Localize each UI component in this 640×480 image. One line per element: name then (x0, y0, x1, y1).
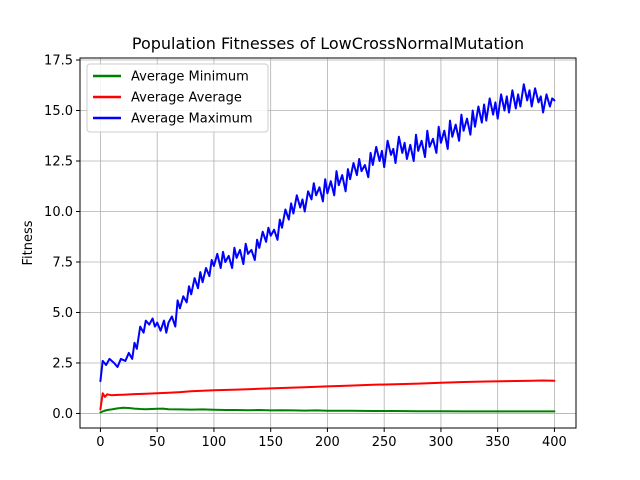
y-tick-label: 0.0 (52, 407, 73, 422)
x-tick-label: 50 (149, 435, 166, 450)
x-tick-label: 0 (96, 435, 104, 450)
legend-box (86, 63, 269, 133)
series-line-average-minimum (99, 406, 556, 414)
legend-label-average-average: Average Average (131, 91, 242, 106)
y-axis-label: Fitness (21, 220, 36, 265)
y-tick-label: 17.5 (44, 54, 73, 69)
x-tick-label: 200 (315, 435, 340, 450)
series-line-average-average (99, 379, 556, 411)
axis-ticks: 0 50 100 150 200 250 300 350 400 0.0 2.5 5.0 7.5 10.0… (44, 54, 567, 450)
legend-label-average-maximum: Average Maximum (131, 112, 253, 127)
x-tick-label: 400 (542, 435, 567, 450)
y-tick-label: 15.0 (44, 104, 73, 119)
y-tick-label: 10.0 (44, 205, 73, 220)
x-tick-label: 100 (202, 435, 227, 450)
y-tick-label: 2.5 (52, 356, 73, 371)
x-tick-label: 300 (429, 435, 454, 450)
plot-frame (79, 57, 577, 429)
y-tick-label: 7.5 (52, 255, 73, 270)
legend-label-average-minimum: Average Minimum (131, 70, 249, 85)
x-tick-label: 350 (485, 435, 510, 450)
y-tick-label: 12.5 (44, 155, 73, 170)
chart-title: Population Fitnesses of LowCrossNormalMu… (132, 34, 524, 53)
x-tick-label: 250 (372, 435, 397, 450)
legend: Average Minimum Average Average Average Ma… (86, 63, 269, 133)
series-lines (99, 83, 556, 414)
y-tick-label: 5.0 (52, 306, 73, 321)
series-line-average-maximum (99, 83, 556, 383)
x-tick-label: 150 (258, 435, 283, 450)
